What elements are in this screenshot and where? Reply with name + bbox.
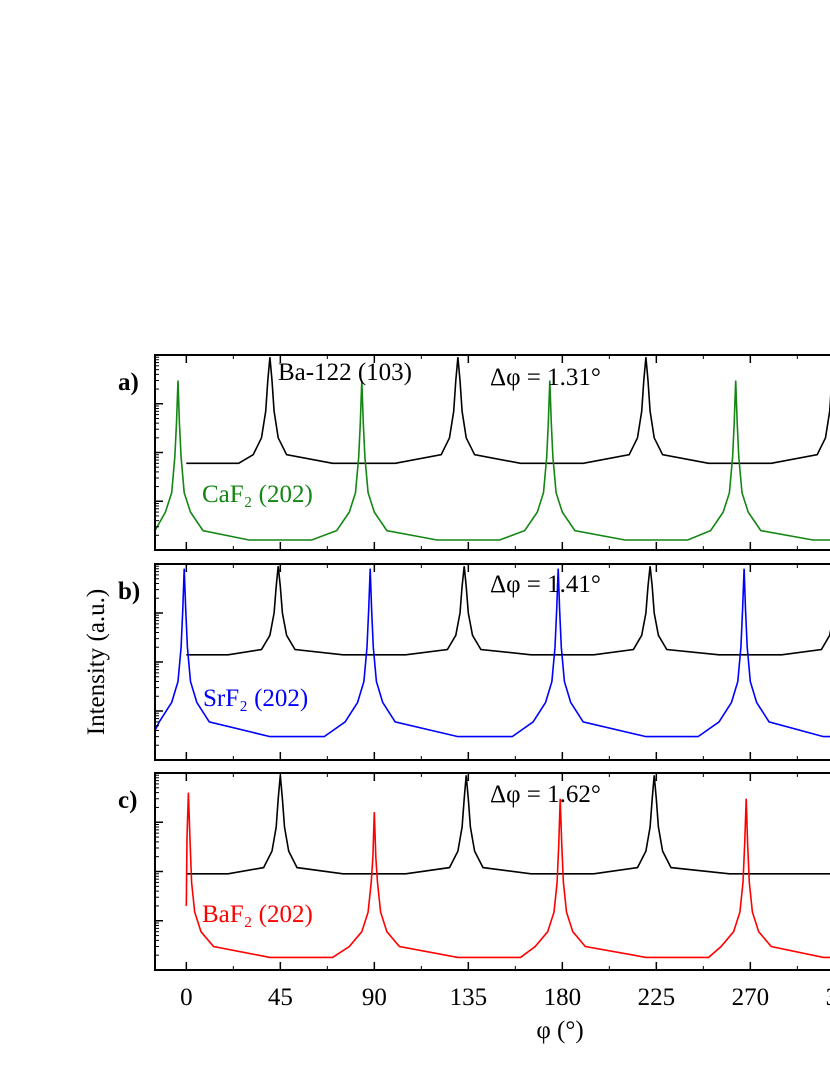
x-tick-label: 270 [732, 984, 770, 1011]
y-axis-label: Intensity (a.u.) [83, 589, 110, 735]
data-line [154, 380, 830, 541]
data-line [185, 792, 830, 959]
x-tick-label: 90 [362, 984, 387, 1011]
annotation: Δφ = 1.41° [490, 571, 601, 598]
annotation: Δφ = 1.62° [490, 781, 601, 808]
panel-label: b) [118, 578, 140, 605]
x-tick-label: 225 [638, 984, 676, 1011]
panel-label: c) [118, 787, 137, 814]
series-label: CaF₂ (202) [202, 481, 313, 508]
x-tick-label: 45 [268, 984, 293, 1011]
data-line [186, 566, 830, 656]
data-line [186, 357, 830, 465]
data-line [154, 568, 830, 738]
series-label: Ba-122 (103) [278, 359, 412, 386]
x-tick-label: 135 [450, 984, 488, 1011]
x-tick-label: 0 [180, 984, 193, 1011]
series-label: SrF₂ (202) [203, 685, 308, 712]
x-tick-label: 315 [826, 984, 830, 1011]
x-axis-label: φ (°) [536, 1017, 583, 1044]
annotation: Δφ = 1.31° [490, 364, 601, 391]
x-tick-label: 180 [544, 984, 582, 1011]
series-label: BaF₂ (202) [202, 901, 313, 928]
panel-label: a) [118, 369, 139, 396]
